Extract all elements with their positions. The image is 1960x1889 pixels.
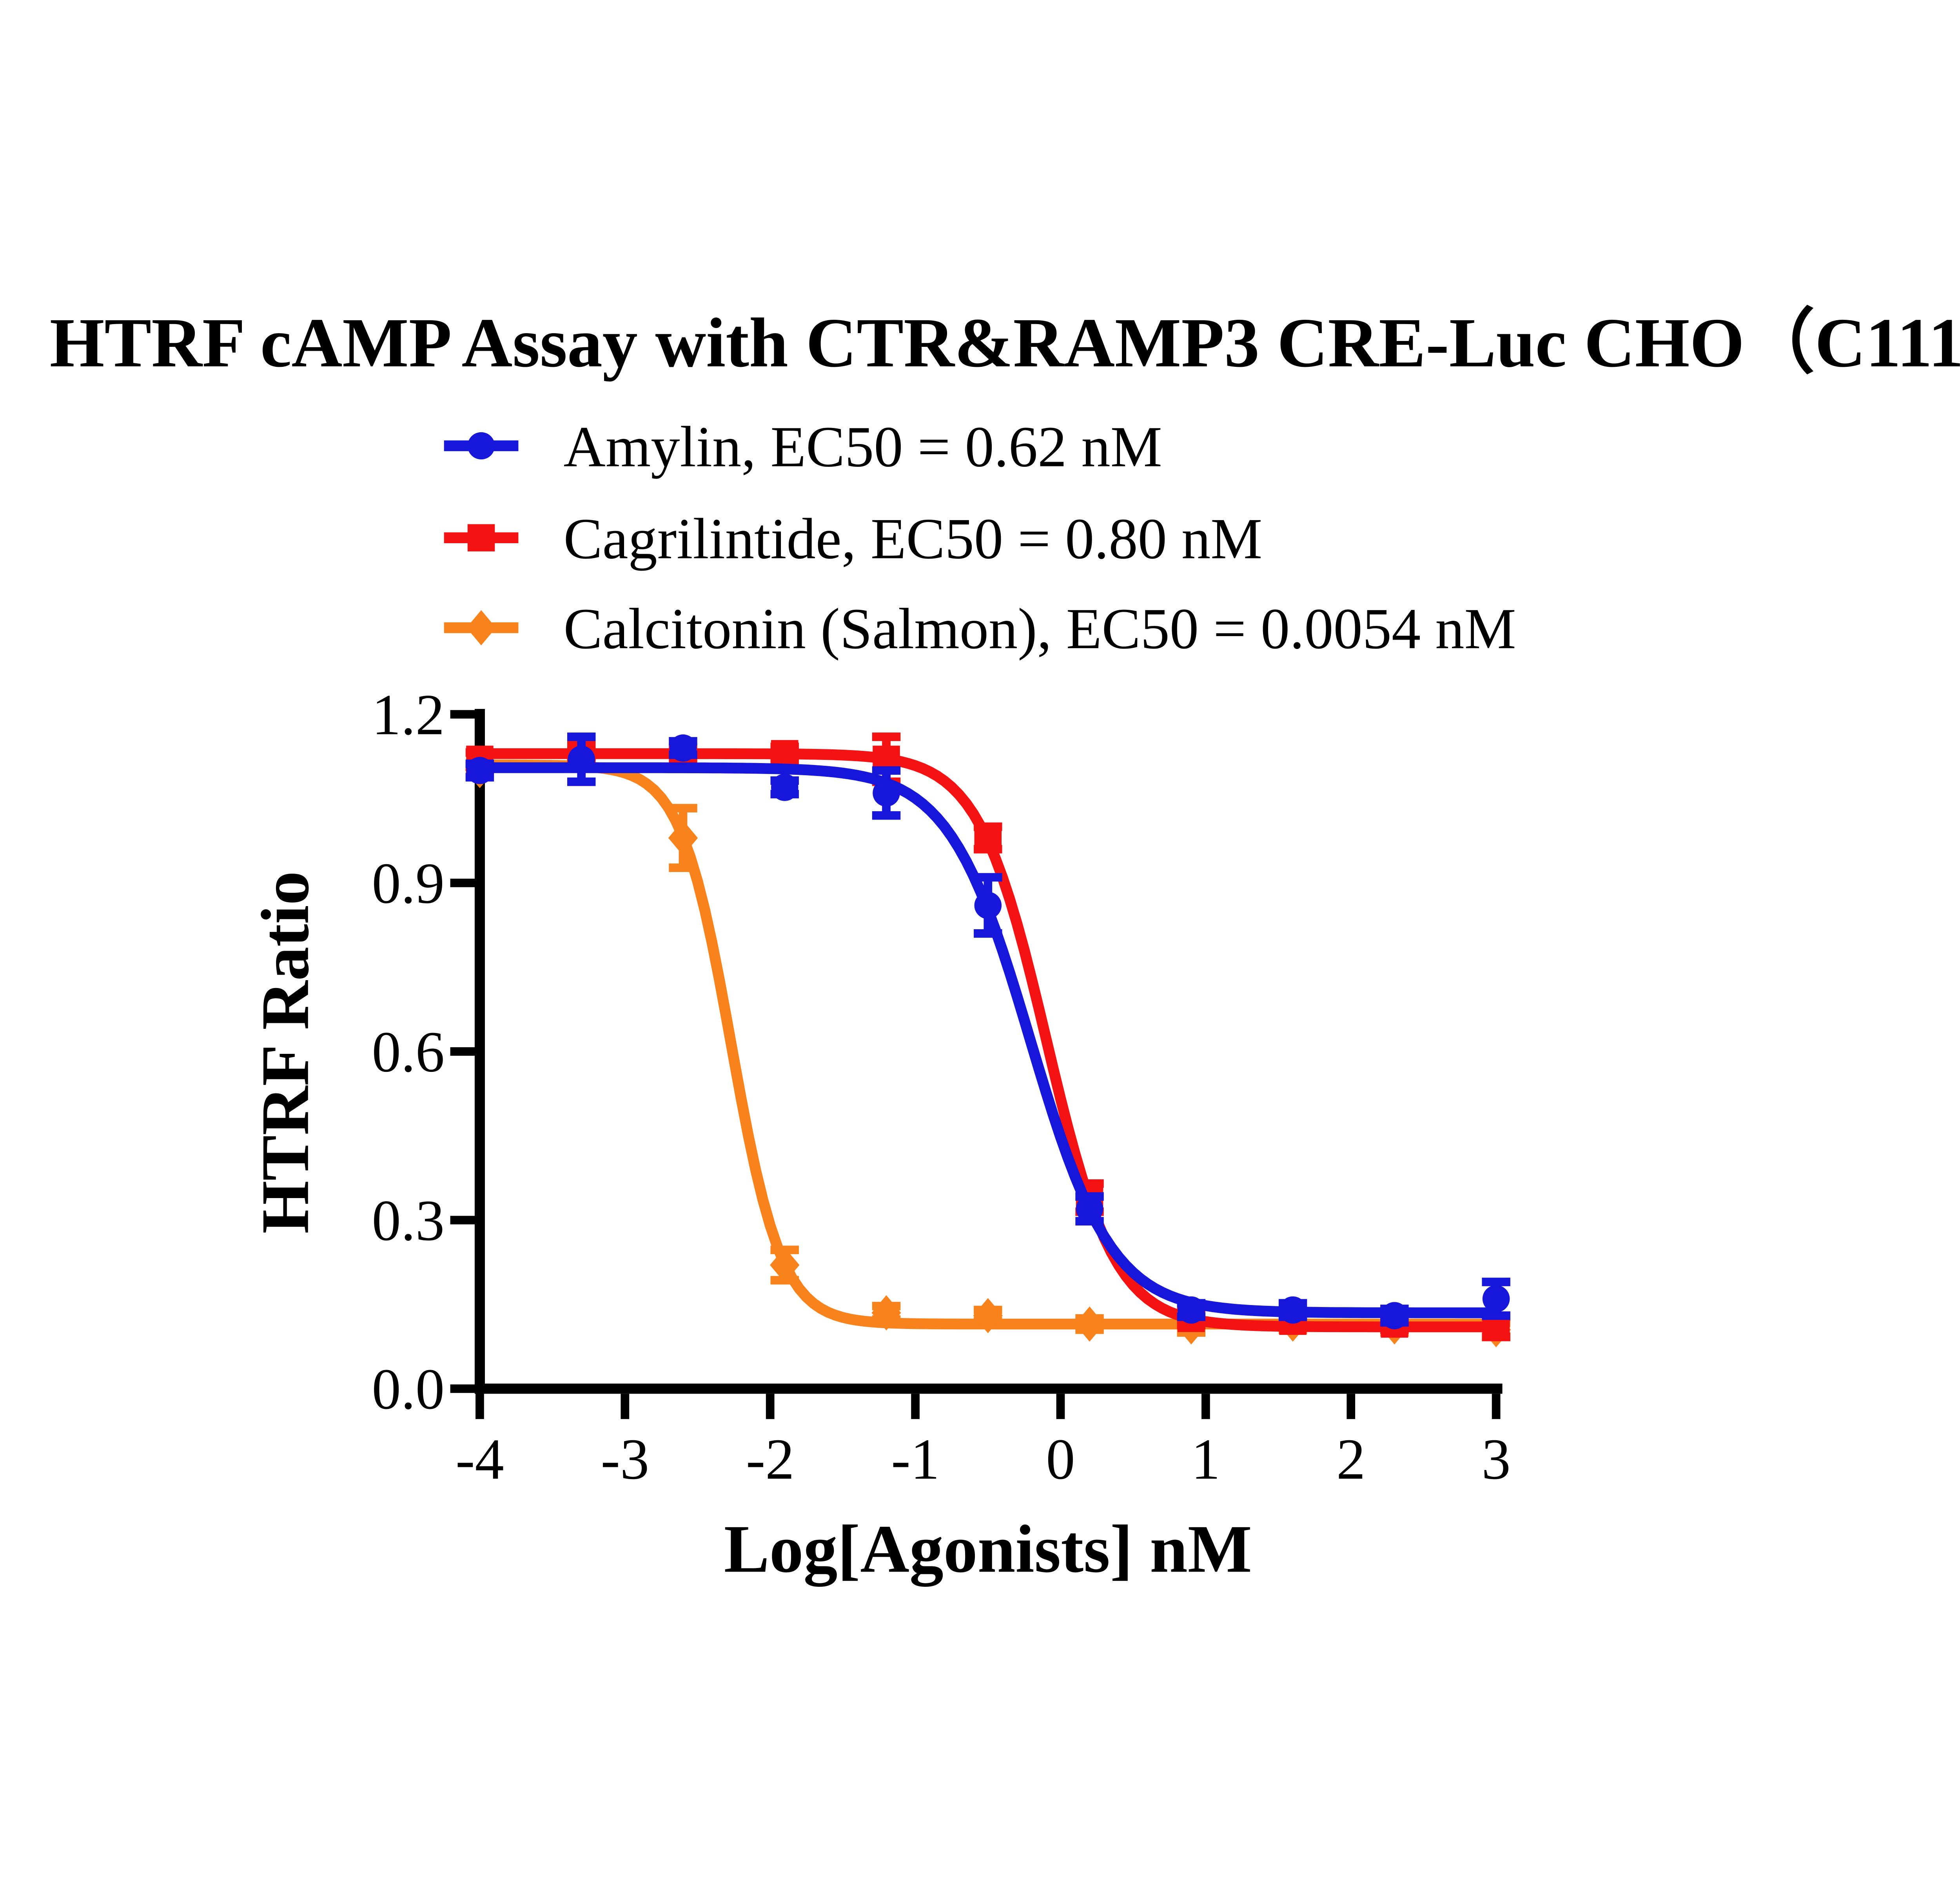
x-tick-label: -4 bbox=[456, 1427, 504, 1492]
x-tick-label: -1 bbox=[891, 1427, 940, 1492]
y-tick-label: 0.0 bbox=[372, 1357, 445, 1421]
y-tick-label: 0.6 bbox=[372, 1020, 445, 1084]
x-tick-label: 1 bbox=[1191, 1427, 1220, 1492]
cagrilintide-data-point bbox=[974, 824, 1002, 852]
amylin-data-point bbox=[1076, 1195, 1103, 1223]
amylin-data-point bbox=[1279, 1296, 1307, 1324]
y-tick-label: 0.9 bbox=[372, 852, 445, 916]
legend-row-amylin: Amylin, EC50 = 0.62 nM bbox=[444, 415, 1162, 479]
y-axis-title: HTRF Ratio bbox=[247, 871, 323, 1234]
cagrilintide-data-point bbox=[771, 740, 799, 767]
legend-label-cagrilintide: Cagrilintide, EC50 = 0.80 nM bbox=[564, 507, 1263, 571]
chart-title: HTRF cAMP Assay with CTR&RAMP3 CRE-Luc C… bbox=[50, 304, 1960, 382]
x-tick-label: -2 bbox=[746, 1427, 795, 1492]
legend-marker-diamond bbox=[466, 610, 496, 645]
legend: Amylin, EC50 = 0.62 nM Cagrilintide, EC5… bbox=[444, 415, 1516, 661]
canvas-background bbox=[0, 260, 1960, 1629]
x-tick-label: -3 bbox=[601, 1427, 649, 1492]
legend-marker-square bbox=[467, 524, 495, 551]
legend-label-calcitonin: Calcitonin (Salmon), EC50 = 0.0054 nM bbox=[564, 597, 1516, 661]
axes: -4 -3 -2 -1 0 1 2 3 0.0 0.3 0.6 0.9 1.2 bbox=[372, 683, 1511, 1492]
legend-label-amylin: Amylin, EC50 = 0.62 nM bbox=[564, 415, 1162, 479]
amylin-data-point bbox=[1178, 1296, 1205, 1324]
legend-key-amylin bbox=[444, 432, 519, 460]
amylin-data-point bbox=[1482, 1285, 1510, 1313]
legend-row-calcitonin: Calcitonin (Salmon), EC50 = 0.0054 nM bbox=[444, 597, 1516, 661]
legend-key-cagrilintide bbox=[444, 524, 519, 551]
amylin-data-point bbox=[1381, 1302, 1408, 1329]
legend-marker-circle bbox=[467, 432, 495, 460]
amylin-data-point bbox=[669, 734, 697, 762]
amylin-data-point bbox=[466, 757, 494, 784]
x-tick-label: 2 bbox=[1336, 1427, 1365, 1492]
amylin-data-point bbox=[974, 892, 1002, 919]
x-tick-label: 3 bbox=[1482, 1427, 1511, 1492]
x-tick-label: 0 bbox=[1046, 1427, 1075, 1492]
y-tick-label: 0.3 bbox=[372, 1189, 445, 1253]
plot-area bbox=[465, 732, 1511, 1347]
legend-key-calcitonin bbox=[444, 610, 519, 645]
amylin-data-point bbox=[771, 774, 799, 801]
amylin-data-point bbox=[568, 745, 595, 773]
legend-row-cagrilintide: Cagrilintide, EC50 = 0.80 nM bbox=[444, 507, 1263, 571]
x-axis-title: Log[Agonists] nM bbox=[724, 1511, 1252, 1587]
amylin-data-point bbox=[873, 779, 900, 807]
y-tick-label: 1.2 bbox=[372, 683, 445, 747]
